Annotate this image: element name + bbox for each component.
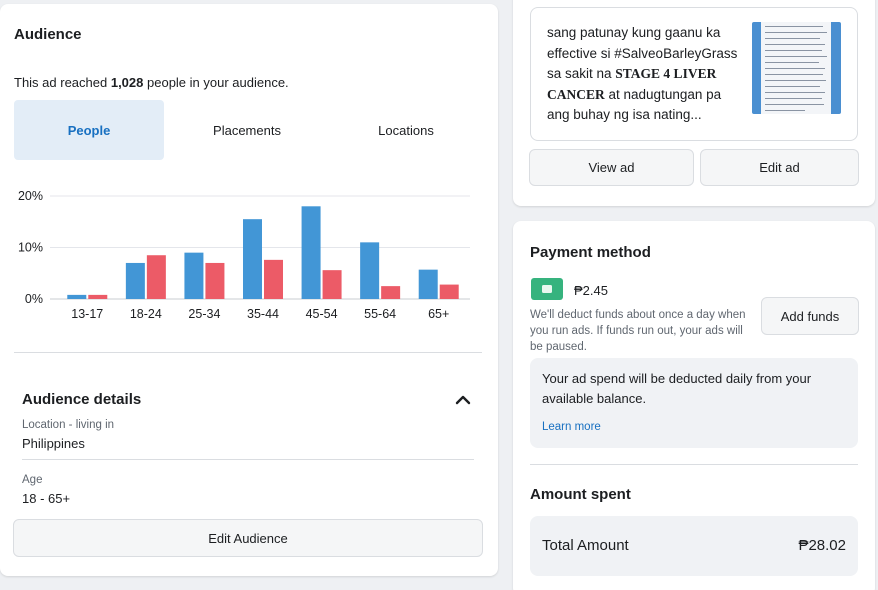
- bar: [264, 259, 283, 299]
- bar: [243, 219, 262, 299]
- thumb-line: [765, 50, 822, 51]
- reach-count: 1,028: [110, 75, 144, 90]
- age-label: Age: [22, 474, 43, 486]
- bar: [418, 269, 438, 299]
- x-tick-label: 45-54: [306, 307, 338, 321]
- bar: [146, 255, 166, 299]
- total-amount-box: Total Amount ₱28.02: [530, 516, 858, 576]
- learn-more-link[interactable]: Learn more: [542, 421, 601, 433]
- payment-card: Payment method ₱2.45 We'll deduct funds …: [513, 221, 875, 590]
- age-gender-bar-chart: 20% 10% 0% 13-17 18-24 25-34 35-44 45-54 55-64 65…: [18, 189, 470, 321]
- thumb-line: [765, 74, 823, 75]
- bar: [184, 252, 204, 299]
- ad-thumbnail-image: [752, 22, 841, 114]
- thumb-line: [765, 98, 822, 99]
- reach-suffix: people in your audience.: [143, 75, 289, 90]
- audience-title: Audience: [14, 26, 82, 43]
- bar: [360, 242, 380, 299]
- thumb-line: [765, 104, 824, 105]
- bar: [301, 206, 321, 299]
- thumb-line: [765, 92, 825, 93]
- view-ad-button[interactable]: View ad: [529, 149, 694, 186]
- thumb-line: [765, 26, 823, 27]
- bar: [125, 262, 145, 299]
- thumb-line: [765, 80, 826, 81]
- balance-value: ₱2.45: [574, 283, 608, 298]
- reach-summary: This ad reached 1,028 people in your aud…: [14, 75, 289, 90]
- amount-spent-title: Amount spent: [530, 486, 631, 503]
- bar: [439, 284, 459, 299]
- wallet-icon-detail: [542, 285, 552, 293]
- divider: [14, 352, 482, 353]
- thumb-line: [765, 110, 805, 111]
- bar: [381, 286, 401, 299]
- y-tick-label: 0%: [25, 292, 43, 306]
- add-funds-button[interactable]: Add funds: [761, 297, 859, 335]
- reach-prefix: This ad reached: [14, 75, 111, 90]
- location-value: Philippines: [22, 436, 85, 451]
- thumb-line: [765, 38, 820, 39]
- bar: [205, 262, 225, 299]
- wallet-icon: [531, 278, 563, 300]
- ad-thumbnail-text-image: [761, 22, 831, 114]
- thumb-line: [765, 62, 819, 63]
- x-tick-label: 18-24: [130, 307, 162, 321]
- x-tick-label: 55-64: [364, 307, 396, 321]
- deduction-note: We'll deduct funds about once a day when…: [530, 309, 746, 353]
- age-value: 18 - 65+: [22, 491, 71, 506]
- x-tick-label: 35-44: [247, 307, 279, 321]
- edit-audience-button[interactable]: Edit Audience: [13, 519, 483, 557]
- thumb-line: [765, 68, 825, 69]
- ad-preview-card: sang patunay kung gaanu ka effective si …: [513, 0, 875, 206]
- thumb-line: [765, 32, 827, 33]
- thumb-line: [765, 44, 825, 45]
- ad-text-part1: sang patunay kung gaanu ka effective si …: [547, 25, 738, 81]
- tab-locations[interactable]: Locations: [378, 122, 434, 138]
- info-box: Your ad spend will be deducted daily fro…: [530, 358, 858, 448]
- tab-placements[interactable]: Placements: [213, 122, 281, 138]
- tab-people[interactable]: People: [14, 100, 164, 160]
- total-amount-value: ₱28.02: [798, 537, 846, 554]
- location-label: Location - living in: [22, 419, 115, 431]
- audience-details-title: Audience details: [22, 391, 142, 408]
- bar: [88, 294, 108, 299]
- bar: [322, 270, 342, 299]
- y-tick-label: 10%: [18, 241, 43, 255]
- x-tick-label: 25-34: [188, 307, 220, 321]
- thumb-line: [765, 56, 827, 57]
- ad-text: sang patunay kung gaanu ka effective si …: [547, 23, 747, 126]
- ad-text-bold: STAGE 4 LIVER CANCER: [547, 66, 717, 102]
- bar: [67, 294, 87, 299]
- chevron-up-icon[interactable]: [455, 393, 471, 407]
- y-tick-label: 20%: [18, 189, 43, 203]
- thumb-line: [765, 86, 820, 87]
- x-tick-label: 65+: [428, 307, 449, 321]
- total-amount-label: Total Amount: [542, 537, 629, 554]
- divider: [530, 464, 858, 465]
- edit-ad-button[interactable]: Edit ad: [700, 149, 859, 186]
- ad-preview[interactable]: sang patunay kung gaanu ka effective si …: [530, 7, 858, 141]
- x-tick-label: 13-17: [71, 307, 103, 321]
- ad-text-part2: at nadugtungan pa ang buhay ng isa natin…: [547, 86, 722, 123]
- info-text: Your ad spend will be deducted daily fro…: [542, 371, 812, 406]
- divider: [22, 459, 474, 460]
- payment-method-title: Payment method: [530, 244, 651, 261]
- audience-card: Audience This ad reached 1,028 people in…: [0, 4, 498, 576]
